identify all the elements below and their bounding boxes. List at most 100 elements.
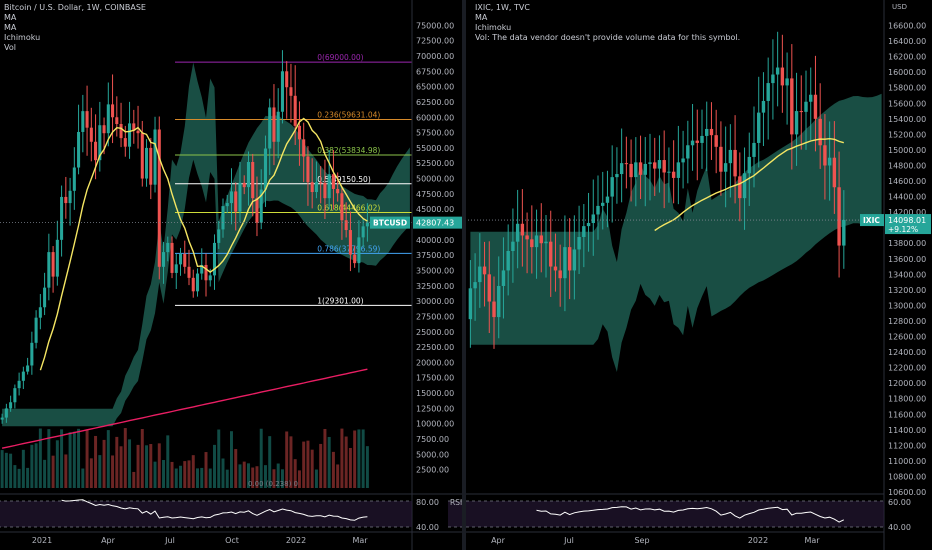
p0-candle-body [319,182,323,184]
p0-candle-body [157,129,161,267]
btc-indicator-vol[interactable]: Vol [4,43,16,52]
p0-candle-body [9,402,13,409]
p0-candle-body [263,148,267,190]
p0-candle-body [259,189,263,223]
p0-volume-bar [213,444,216,488]
p0-volume-bar [251,467,255,488]
btc-symbol-title[interactable]: Bitcoin / U.S. Dollar, 1W, COINBASE [4,3,146,12]
p0-candle-body [43,287,47,308]
p0-volume-bar [26,467,30,488]
p1-candle-body [468,288,473,320]
p0-volume-bar [293,459,297,488]
p1-candle-body [785,78,789,86]
p0-volume-bar [191,455,195,488]
p1-candle-body [804,101,808,112]
p0-candle-body [314,182,318,193]
p0-volume-bar [111,455,115,488]
p0-volume-bar [217,429,221,488]
p0-volume-bar [327,436,331,488]
p0-candle-body [225,203,229,207]
panel-separator[interactable] [462,0,466,550]
p0-y-tick-label: 37500.00 [416,251,454,260]
p0-candle-body [119,124,123,139]
btc-indicator-ma-1[interactable]: MA [4,13,17,22]
p0-price-tag-value: 42807.43 [416,219,454,228]
p1-candle-body [728,149,733,164]
p1-y-tick-label: 12200.00 [888,364,926,373]
p1-y-tick-label: 16400.00 [888,37,926,46]
p0-volume-bar [306,440,310,488]
p0-volume-bar [85,429,89,488]
p0-candle-body [255,198,259,223]
p1-y-tick-label: 11400.00 [888,426,926,435]
p1-candle-body [624,163,629,165]
p1-y-tick-label: 14200.00 [888,208,926,217]
p0-volume-bar [72,431,76,488]
p0-candle-body [170,242,174,273]
p0-volume-bar [268,436,272,488]
p0-candle-body [289,87,293,96]
p0-candle-body [361,226,365,238]
p0-candle-body [187,266,191,278]
p1-y-tick-label: 15400.00 [888,115,926,124]
price-tag-value-bg [413,216,463,229]
p1-candle-body [629,163,633,178]
p1-candle-body [638,162,643,175]
price-tag-label-bg [370,216,410,229]
p0-candle-body [68,190,72,204]
p0-candle-body [51,252,55,277]
p0-candle-body [85,111,89,128]
p1-candle-body [549,241,553,267]
p0-candle-body [72,167,76,191]
p0-volume-bar [149,444,153,488]
p0-volume-bar [289,436,293,488]
p0-volume-bar [225,469,229,488]
p1-y-tick-label: 13600.00 [888,255,926,264]
ixic-symbol-title[interactable]: IXIC, 1W, TVC [475,3,530,12]
p1-candle-body [492,301,496,318]
p0-volume-bar [13,465,17,488]
p1-candle-body [648,162,652,164]
p0-volume-bar [285,431,289,488]
p0-candle-body [77,131,81,168]
p1-price-tag-value: 14098.01 [888,216,926,225]
p0-candle-body [327,174,331,199]
p1-candle-body [794,111,799,135]
price-tag-value-bg [885,214,931,235]
p0-candle-body [94,141,98,161]
p1-candle-body [497,285,501,318]
p1-candle-body [501,270,506,286]
btc-indicator-ichimoku[interactable]: Ichimoku [4,33,41,42]
p0-candle-body [106,104,110,134]
p0-volume-bar [136,444,140,488]
p1-candle-body [827,157,832,166]
p0-candle-body [13,388,17,403]
btc-indicator-ma-2[interactable]: MA [4,23,17,32]
p1-candle-body [482,266,487,275]
p1-x-tick-label: Apr [491,536,506,545]
p0-volume-bar [179,465,183,488]
p1-candle-body [752,142,756,157]
ixic-indicator-ichimoku[interactable]: Ichimoku [475,23,512,32]
ixic-indicator-vol[interactable]: Vol: The data vendor doesn't provide vol… [475,33,741,42]
p0-volume-bar [246,463,250,488]
p0-volume-bar [166,435,170,488]
p0-volume-bar [128,439,132,488]
p1-candle-body [544,241,548,244]
p0-candle-body [242,182,246,188]
p1-candle-body [813,94,818,119]
p0-fib-label-5: 0.786(37796.59) [317,244,380,253]
p0-y-tick-label: 50000.00 [416,175,454,184]
p1-candle-body [747,156,751,174]
p1-candle-body [553,266,558,271]
p1-candle-body [567,247,572,271]
p0-candle-body [60,196,64,240]
p1-candle-body [511,241,515,251]
p0-volume-bar [132,471,136,488]
p0-candle-body [212,242,217,276]
ixic-indicator-ma[interactable]: MA [475,13,488,22]
p0-candle-body [280,71,284,112]
p0-volume-bar [81,468,85,488]
btc-legend: Bitcoin / U.S. Dollar, 1W, COINBASE MA M… [4,3,146,53]
